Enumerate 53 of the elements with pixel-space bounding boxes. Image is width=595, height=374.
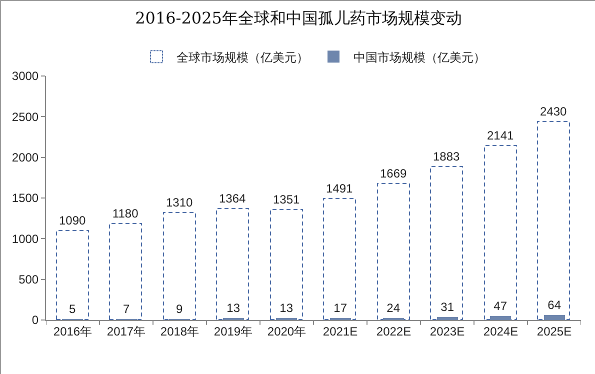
y-tick-label: 500 [18,272,39,287]
y-tick-label: 2000 [12,150,39,165]
bar [437,317,458,320]
x-tick-label: 2023E [430,324,465,338]
bar [216,208,249,320]
data-label: 17 [334,301,348,315]
y-tick-label: 1000 [12,232,39,246]
x-tick-label: 2016年 [53,324,92,338]
data-label: 13 [280,301,294,315]
x-tick-label: 2022E [376,324,412,338]
x-tick-label: 2021E [322,324,358,338]
data-label: 1491 [326,182,354,196]
legend-label: 全球市场规模（亿美元） [176,50,308,64]
bar [490,316,511,320]
data-label: 9 [176,302,183,316]
data-label: 1090 [58,214,86,228]
x-tick-label: 2019年 [214,324,253,338]
data-label: 1310 [166,196,194,210]
bar [109,223,142,320]
x-tick-label: 2017年 [106,324,146,338]
data-label: 1883 [432,150,460,164]
bar [270,209,303,320]
bar [537,121,570,320]
bar [56,230,89,320]
data-label: 1364 [218,192,246,206]
data-label: 64 [548,298,562,312]
legend-label: 中国市场规模（亿美元） [354,50,486,64]
x-tick-label: 2025E [536,324,572,338]
data-label: 2141 [486,128,514,142]
data-label: 2430 [540,104,568,118]
data-label: 13 [226,301,240,315]
data-label: 1669 [380,166,408,180]
data-label: 47 [494,299,508,313]
data-label: 31 [440,300,454,314]
data-label: 1180 [112,206,139,220]
chart-title: 2016-2025年全球和中国孤儿药市场规模变动 [135,8,462,28]
data-label: 24 [386,301,400,315]
bar [430,166,463,320]
x-tick-label: 2024E [483,324,518,338]
bar [323,198,356,320]
bar [377,183,410,320]
x-tick-label: 2020年 [267,324,306,338]
data-label: 5 [69,302,76,316]
data-label: 7 [123,302,130,316]
y-tick-label: 0 [32,313,39,328]
y-tick-label: 1500 [12,191,39,206]
bar [484,145,517,320]
y-tick-label: 2500 [12,110,39,124]
x-tick-label: 2018年 [160,324,200,338]
data-label: 1351 [272,192,300,206]
y-tick-label: 3000 [12,69,39,84]
bar [544,315,565,320]
bar [163,212,196,320]
